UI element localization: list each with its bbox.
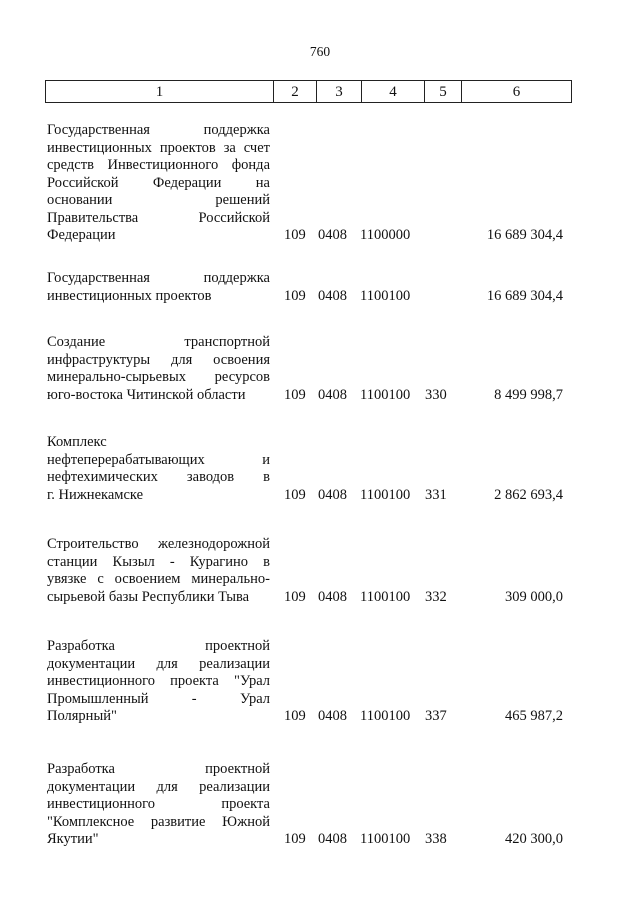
cell-c6: 465 987,2: [505, 708, 563, 724]
cell-c5: 330: [425, 386, 447, 403]
description-line: нефтеперерабатывающих и: [47, 451, 270, 468]
table-header: 1 2 3 4 5 6: [45, 80, 572, 103]
header-col-6: 6: [461, 81, 571, 102]
description-line: нефтехимических заводов в: [47, 469, 270, 485]
row-description: Создание транспортной инфраструктуры для …: [47, 334, 270, 404]
description-line: средств Инвестиционного фонда: [47, 157, 270, 173]
cell-c4: 1100100: [360, 708, 411, 724]
cell-c3: 0408: [318, 588, 347, 605]
header-col-4: 4: [361, 81, 424, 102]
cell-c3: 0408: [318, 486, 347, 503]
description-line: Полярный": [47, 708, 117, 724]
cell-c2: 109: [284, 227, 306, 243]
cell-c4: 1100100: [360, 386, 411, 403]
cell-c4: 1100000: [360, 227, 411, 243]
cell-c6: 16 689 304,4: [486, 287, 563, 304]
cell-c4: 1100100: [360, 486, 411, 503]
row-description: Комплекс нефтеперерабатывающих и нефтехими…: [47, 434, 270, 504]
table-row: Строительство железнодорожной станции Кыз…: [47, 536, 577, 606]
table-row: Комплекс нефтеперерабатывающих и нефтехими…: [47, 434, 577, 504]
description-line: Строительство железнодорожной: [47, 536, 270, 552]
description-line: инвестиционных проектов за счет: [47, 139, 270, 156]
page-number: 760: [309, 44, 331, 59]
description-line: инвестиционных проектов: [47, 287, 212, 304]
description-line: основании решений: [47, 192, 270, 208]
description-line: Правительства Российской: [47, 209, 270, 226]
table-row: Создание транспортной инфраструктуры для …: [47, 334, 577, 404]
cell-c3: 0408: [318, 708, 347, 724]
cell-c2: 109: [284, 708, 306, 724]
cell-c2: 109: [284, 287, 306, 304]
row-description: Разработка проектной документации для реа…: [47, 638, 270, 726]
cell-c3: 0408: [318, 227, 347, 243]
description-line: документации для реализации: [47, 778, 270, 795]
cell-c5: 332: [425, 588, 447, 605]
cell-c3: 0408: [318, 386, 347, 403]
cell-c5: 338: [425, 831, 447, 847]
header-col-3: 3: [316, 81, 361, 102]
cell-c4: 1100100: [360, 588, 411, 605]
description-line: "Комплексное развитие Южной: [47, 813, 270, 830]
description-line: Разработка проектной: [47, 761, 270, 777]
cell-c6: 8 499 998,7: [494, 386, 563, 403]
cell-c4: 1100100: [360, 831, 411, 847]
description-line: документации для реализации: [47, 655, 270, 672]
description-line: инфраструктуры для освоения: [47, 351, 270, 368]
table-row: Разработка проектной документации для реа…: [47, 761, 577, 849]
header-col-5: 5: [424, 81, 461, 102]
description-line: станции Кызыл - Курагино в: [47, 553, 270, 570]
row-description: Разработка проектной документации для реа…: [47, 761, 270, 849]
description-line: инвестиционного проекта: [47, 796, 270, 812]
description-line: сырьевой базы Республики Тыва: [47, 588, 250, 605]
cell-c6: 16 689 304,4: [486, 227, 563, 243]
cell-c2: 109: [284, 831, 306, 847]
description-line: Якутии": [47, 831, 99, 847]
description-line: Промышленный - Урал: [47, 690, 270, 707]
cell-c3: 0408: [318, 831, 347, 847]
description-line: Государственная поддержка: [47, 122, 270, 138]
cell-c4: 1100100: [360, 287, 411, 304]
cell-c6: 2 862 693,4: [494, 486, 563, 503]
row-description: Государственная поддержка инвестиционных …: [47, 270, 270, 305]
description-line: Комплекс: [47, 434, 107, 450]
cell-c2: 109: [284, 386, 306, 403]
row-description: Государственная поддержка инвестиционных …: [47, 122, 270, 245]
description-line: Российской Федерации на: [47, 174, 270, 191]
description-line: Государственная поддержка: [47, 270, 270, 286]
description-line: инвестиционного проекта "Урал: [47, 673, 270, 689]
table-row: Государственная поддержка инвестиционных …: [47, 270, 577, 305]
table-row: Разработка проектной документации для реа…: [47, 638, 577, 726]
cell-c2: 109: [284, 588, 306, 605]
cell-c5: 331: [425, 486, 447, 503]
description-line: юго-востока Читинской области: [47, 386, 246, 403]
header-col-2: 2: [273, 81, 316, 102]
cell-c2: 109: [284, 486, 306, 503]
cell-c5: 337: [425, 708, 447, 724]
description-line: минерально-сырьевых ресурсов: [47, 369, 270, 385]
description-line: Разработка проектной: [47, 638, 270, 654]
table-row: Государственная поддержка инвестиционных …: [47, 122, 577, 245]
header-col-1: 1: [155, 84, 164, 100]
description-line: Федерации: [47, 227, 116, 243]
cell-c6: 309 000,0: [505, 588, 563, 605]
cell-c3: 0408: [318, 287, 347, 304]
description-line: Создание транспортной: [47, 334, 270, 350]
description-line: г. Нижнекамске: [47, 486, 143, 503]
cell-c6: 420 300,0: [505, 831, 563, 847]
row-description: Строительство железнодорожной станции Кыз…: [47, 536, 270, 606]
description-line: увязке с освоением минерально-: [47, 571, 270, 587]
